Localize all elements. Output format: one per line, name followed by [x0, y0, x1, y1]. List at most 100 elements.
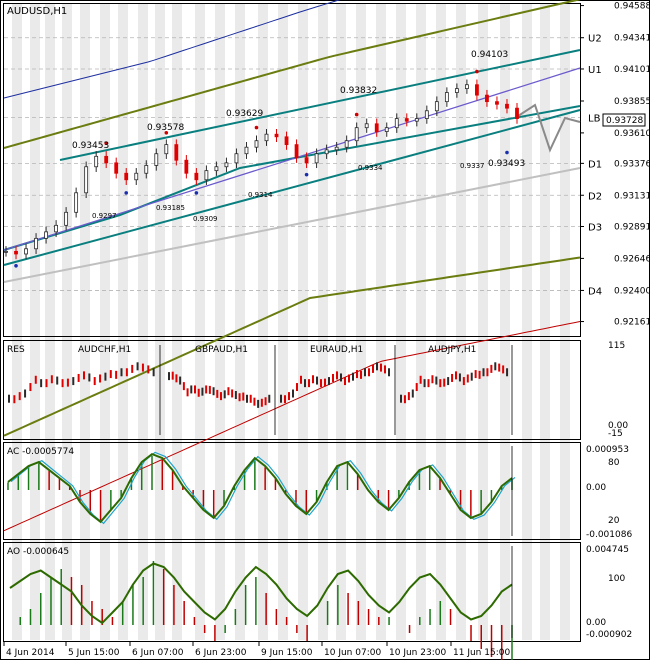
- session-band: [138, 4, 148, 640]
- res-candle: [462, 377, 465, 386]
- ao-axis-label: 0.00: [586, 618, 606, 628]
- candle-body: [324, 149, 329, 155]
- price-tick-label: 0.94341: [614, 34, 650, 44]
- res-candle: [403, 395, 406, 404]
- time-axis: 4 Jun 2014 5 Jun 15:00 6 Jun 07:00 6 Jun 23…: [3, 642, 510, 658]
- candle-body: [164, 144, 169, 155]
- res-candle: [24, 389, 27, 398]
- res-candle: [152, 368, 155, 377]
- candle-body: [64, 211, 69, 226]
- ac-panel-frame: [3, 442, 581, 540]
- res-candle: [384, 365, 386, 374]
- candle-body: [364, 123, 369, 129]
- res-candle: [474, 370, 477, 379]
- level-label-d2: D2: [588, 191, 602, 202]
- res-axis-label: 115: [608, 341, 625, 351]
- ac-axis: 0.000953 80 0.00 20 -0.001086: [586, 445, 632, 540]
- session-band: [258, 4, 268, 640]
- price-annotation: 0.93185: [156, 204, 185, 212]
- session-band: [298, 4, 308, 640]
- res-candle: [66, 378, 69, 387]
- fractal-up-marker: [164, 131, 169, 135]
- price-tick-label: 0.92400: [614, 286, 650, 296]
- session-band: [195, 4, 205, 640]
- res-candle: [280, 394, 282, 403]
- candle-body: [144, 165, 149, 174]
- time-tick-label: 11 Jun 15:00: [453, 648, 510, 658]
- res-candle: [304, 379, 306, 388]
- res-candle: [171, 371, 174, 380]
- candle-body: [154, 153, 159, 166]
- res-panel-frame: [3, 340, 581, 440]
- res-candle: [175, 374, 178, 383]
- main-lines: [3, 0, 581, 532]
- res-candle: [288, 392, 290, 401]
- candle-body: [475, 84, 479, 96]
- level-label-d3: D3: [588, 223, 602, 234]
- res-candle: [125, 368, 128, 377]
- fractal-up-marker: [475, 69, 479, 74]
- res-candle: [300, 375, 302, 384]
- res-candle: [435, 376, 438, 385]
- res-candle: [292, 389, 294, 398]
- res-candle: [223, 390, 226, 399]
- candle-body: [4, 250, 8, 253]
- price-annotation: 0.93493: [488, 159, 525, 169]
- level-label-lb: LB: [588, 114, 601, 125]
- ac-axis-label: 80: [608, 458, 620, 468]
- res-candle: [231, 389, 234, 398]
- candle-body: [414, 118, 419, 122]
- res-candle: [260, 398, 263, 407]
- price-tick-label: 0.92161: [614, 318, 650, 328]
- session-band: [356, 4, 366, 640]
- current-price-value: 0.93728: [606, 116, 643, 126]
- candle-body: [354, 127, 359, 142]
- res-candle: [451, 373, 454, 382]
- candle-body: [194, 172, 199, 181]
- time-tick-label: 10 Jun 23:00: [389, 648, 446, 658]
- res-candle: [372, 364, 374, 373]
- session-band: [45, 4, 55, 640]
- session-band: [30, 4, 40, 640]
- session-band: [80, 4, 90, 640]
- price-tick-label: 0.92646: [614, 254, 650, 264]
- ac-panel: [7, 446, 516, 536]
- candle-body: [254, 140, 259, 148]
- res-candle: [246, 394, 248, 403]
- res-candle: [208, 385, 211, 394]
- time-tick-label: 5 Jun 15:00: [68, 648, 120, 658]
- candle-body: [304, 157, 309, 164]
- res-candle: [458, 373, 461, 382]
- price-annotation: 0.93832: [340, 86, 377, 96]
- candle-body: [104, 155, 109, 164]
- res-candle: [212, 387, 215, 396]
- res-candle: [439, 379, 442, 388]
- res-candle: [324, 378, 326, 387]
- price-annotation: 0.9337: [460, 162, 485, 170]
- res-candle: [182, 382, 185, 391]
- res-candle: [115, 370, 118, 379]
- res-candle: [242, 392, 245, 401]
- res-candle: [308, 379, 310, 388]
- candle-body: [124, 172, 129, 181]
- candle-body: [54, 224, 58, 233]
- price-annotation: 0.9297: [92, 212, 117, 220]
- res-candle: [190, 385, 193, 394]
- price-annotation: 0.93629: [226, 109, 263, 119]
- res-candle: [56, 376, 59, 385]
- candle-body: [174, 144, 179, 161]
- ac-axis-label: 0.00: [586, 483, 606, 493]
- ac-axis-label: 0.000953: [586, 445, 629, 455]
- session-band: [436, 4, 446, 640]
- ao-panel: [9, 546, 513, 664]
- session-band: [336, 4, 346, 640]
- time-tick-label: 10 Jun 07:00: [324, 648, 381, 658]
- candle-body: [274, 133, 279, 138]
- current-price-tag: 0.93728: [602, 113, 646, 127]
- level-label-u1: U1: [588, 65, 602, 76]
- ao-panel-frame: [3, 542, 581, 642]
- res-candle: [415, 383, 418, 392]
- session-band: [318, 4, 328, 640]
- candle-body: [404, 118, 409, 122]
- price-tick-label: 0.93376: [614, 159, 650, 169]
